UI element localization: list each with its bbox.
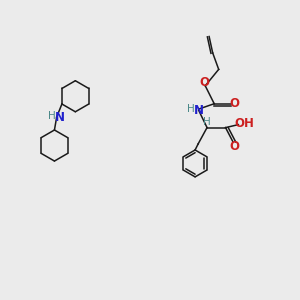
Text: N: N: [55, 110, 65, 124]
Text: H: H: [203, 117, 211, 127]
Text: N: N: [194, 104, 204, 117]
Text: O: O: [230, 97, 240, 110]
Text: O: O: [229, 140, 239, 153]
Text: H: H: [48, 110, 56, 121]
Text: H: H: [187, 104, 195, 114]
Text: OH: OH: [234, 117, 254, 130]
Text: O: O: [199, 76, 209, 89]
